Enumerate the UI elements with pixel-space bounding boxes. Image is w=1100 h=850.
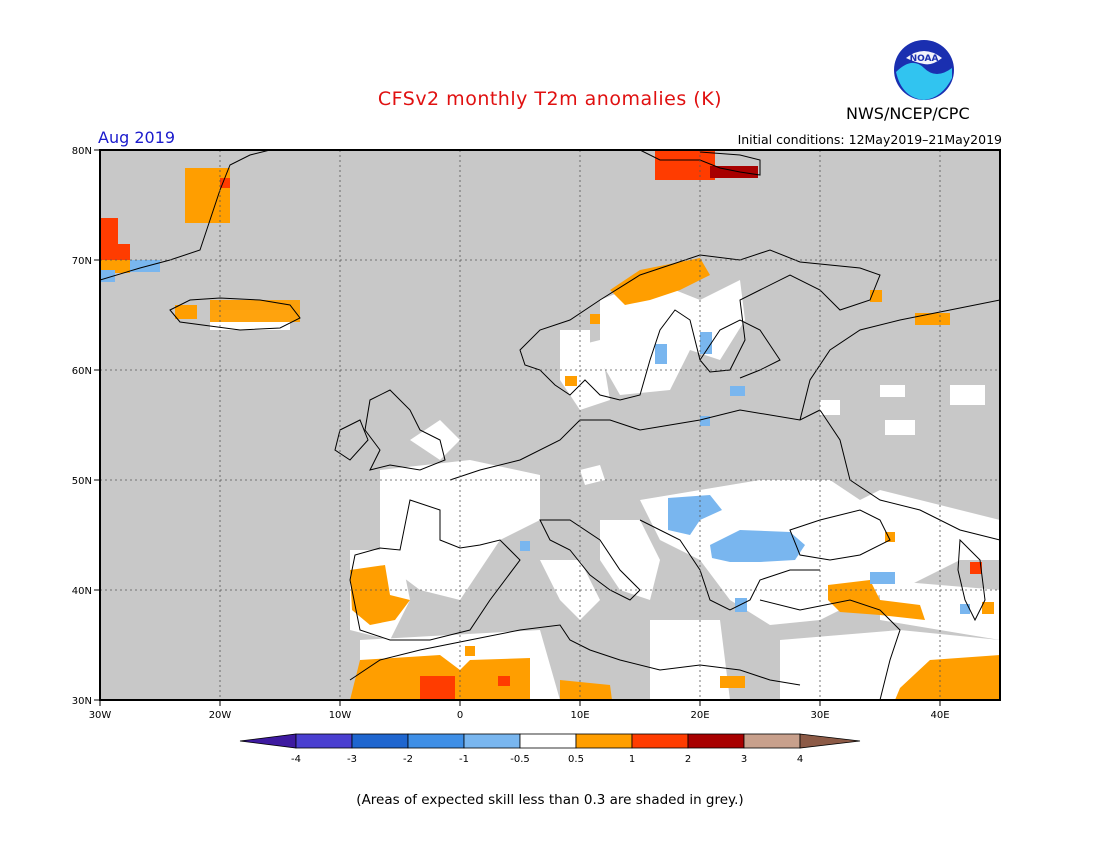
- forecast-period: Aug 2019: [98, 128, 176, 147]
- lat-label-80n: 80N: [72, 146, 92, 157]
- lat-label-40n: 40N: [72, 586, 92, 597]
- colorbar-swatch: [687, 733, 745, 749]
- noaa-logo: NOAA: [894, 40, 954, 100]
- agency-label: NWS/NCEP/CPC: [846, 104, 970, 123]
- lon-label-20w: 20W: [209, 710, 232, 721]
- graticule: [100, 150, 1000, 700]
- colorbar-label: -4: [291, 754, 301, 765]
- lon-label-10e: 10E: [570, 710, 589, 721]
- colorbar-swatch: [575, 733, 633, 749]
- lon-label-30e: 30E: [810, 710, 829, 721]
- colorbar-swatch: [295, 733, 353, 749]
- colorbar-swatch: [463, 733, 521, 749]
- colorbar-arrow-high: [799, 733, 861, 749]
- skill-note: (Areas of expected skill less than 0.3 a…: [356, 792, 744, 808]
- map-frame: [99, 149, 1001, 701]
- lat-label-30n: 30N: [72, 696, 92, 707]
- lat-label-70n: 70N: [72, 256, 92, 267]
- colorbar-arrow-low: [239, 733, 297, 749]
- colorbar-swatch: [519, 733, 577, 749]
- lon-label-20e: 20E: [690, 710, 709, 721]
- colorbar-swatch: [631, 733, 689, 749]
- colorbar-swatch: [743, 733, 801, 749]
- lon-label-40e: 40E: [930, 710, 949, 721]
- strong-warm-anomaly-areas: [100, 150, 982, 700]
- lat-label-60n: 60N: [72, 366, 92, 377]
- initial-conditions: Initial conditions: 12May2019–21May2019: [737, 132, 1002, 147]
- colorbar-label: 4: [797, 754, 803, 765]
- colorbar-label: -3: [347, 754, 357, 765]
- extreme-warm-anomaly-areas: [710, 166, 758, 178]
- lon-label-10w: 10W: [329, 710, 352, 721]
- colorbar-label: 0.5: [568, 754, 584, 765]
- colorbar: [239, 733, 861, 749]
- colorbar-label: 3: [741, 754, 747, 765]
- lon-label-0: 0: [457, 710, 463, 721]
- lon-label-30w: 30W: [89, 710, 112, 721]
- lat-label-50n: 50N: [72, 476, 92, 487]
- colorbar-label: -0.5: [510, 754, 530, 765]
- colorbar-label: 2: [685, 754, 691, 765]
- colorbar-label: 1: [629, 754, 635, 765]
- colorbar-swatch: [351, 733, 409, 749]
- map-background: [100, 150, 1000, 700]
- colorbar-label: -1: [459, 754, 469, 765]
- lat-ticks: [94, 149, 100, 701]
- map-title: CFSv2 monthly T2m anomalies (K): [377, 88, 723, 110]
- colorbar-swatch: [407, 733, 465, 749]
- colorbar-label: -2: [403, 754, 413, 765]
- cool-anomaly-areas: [100, 260, 970, 614]
- lon-ticks: [99, 700, 941, 706]
- logo-text: NOAA: [910, 54, 939, 64]
